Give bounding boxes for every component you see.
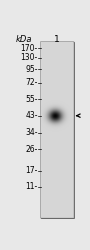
- Text: 130-: 130-: [21, 54, 38, 62]
- Text: kDa: kDa: [15, 35, 32, 44]
- Text: 95-: 95-: [25, 65, 38, 74]
- Text: 72-: 72-: [25, 78, 38, 88]
- Text: 1: 1: [54, 35, 60, 44]
- Text: 26-: 26-: [25, 145, 38, 154]
- Text: 11-: 11-: [25, 182, 38, 192]
- Text: 43-: 43-: [25, 111, 38, 120]
- Text: 170-: 170-: [21, 44, 38, 53]
- Text: 34-: 34-: [25, 128, 38, 138]
- Bar: [40, 42, 74, 218]
- Text: 55-: 55-: [25, 95, 38, 104]
- Text: 17-: 17-: [25, 166, 38, 175]
